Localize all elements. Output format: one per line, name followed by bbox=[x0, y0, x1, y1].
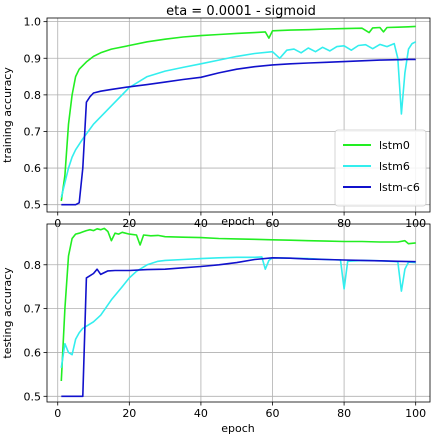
plot-lines bbox=[60, 25, 417, 206]
x-tick-label: 40 bbox=[194, 217, 208, 230]
x-tick-label: 60 bbox=[266, 407, 280, 420]
y-tick-label: 1.0 bbox=[24, 16, 42, 29]
y-axis-label: training accuracy bbox=[1, 67, 14, 163]
x-ticks: 0 20 40 60 80 100 bbox=[54, 402, 426, 420]
legend-label-lstm-c6: lstm-c6 bbox=[379, 181, 420, 194]
series-line-lstm6 bbox=[60, 41, 417, 198]
series-line-lstm-c6 bbox=[61, 58, 416, 206]
y-tick-label: 0.9 bbox=[24, 52, 42, 65]
series-line-lstm-c6 bbox=[61, 257, 416, 398]
testing-accuracy-chart: 0 20 40 60 80 100 0.5 0.6 0.7 0.8 epoch testing … bbox=[1, 223, 431, 435]
x-tick-label: 0 bbox=[54, 217, 61, 230]
chart-title: eta = 0.0001 - sigmoid bbox=[166, 4, 316, 19]
series-line-lstm6 bbox=[60, 256, 416, 368]
x-axis-label: epoch bbox=[221, 422, 255, 435]
y-tick-label: 0.6 bbox=[24, 162, 42, 175]
plot-frame bbox=[46, 17, 431, 213]
x-tick-label: 100 bbox=[405, 407, 426, 420]
y-tick-label: 0.5 bbox=[24, 390, 42, 403]
x-tick-label: 20 bbox=[122, 407, 136, 420]
legend-label-lstm6: lstm6 bbox=[379, 160, 410, 173]
series-line-lstm0 bbox=[60, 227, 416, 382]
x-axis-label: epoch bbox=[221, 215, 255, 228]
x-tick-label: 20 bbox=[122, 217, 136, 230]
plot-lines bbox=[60, 227, 416, 398]
y-ticks: 0.5 0.6 0.7 0.8 bbox=[24, 259, 47, 403]
grid bbox=[47, 18, 430, 212]
legend: lstm0 lstm6 lstm-c6 bbox=[334, 129, 427, 207]
y-tick-label: 0.8 bbox=[24, 259, 42, 272]
x-tick-label: 100 bbox=[405, 217, 426, 230]
training-accuracy-chart: 0 20 40 60 80 100 0.5 0.6 0.7 0.8 0.9 1.0 epoch tr… bbox=[1, 16, 431, 230]
y-ticks: 0.5 0.6 0.7 0.8 0.9 1.0 bbox=[24, 16, 47, 212]
y-axis-label: testing accuracy bbox=[1, 267, 14, 359]
grid bbox=[47, 224, 430, 402]
x-tick-label: 0 bbox=[54, 407, 61, 420]
legend-label-lstm0: lstm0 bbox=[379, 139, 410, 152]
x-tick-label: 40 bbox=[194, 407, 208, 420]
x-ticks: 0 20 40 60 80 100 bbox=[54, 212, 426, 230]
y-tick-label: 0.7 bbox=[24, 303, 42, 316]
y-tick-label: 0.8 bbox=[24, 89, 42, 102]
x-tick-label: 80 bbox=[337, 407, 351, 420]
y-tick-label: 0.5 bbox=[24, 199, 42, 212]
y-tick-label: 0.7 bbox=[24, 125, 42, 138]
x-tick-label: 80 bbox=[337, 217, 351, 230]
plot-frame bbox=[46, 223, 431, 403]
y-tick-label: 0.6 bbox=[24, 346, 42, 359]
series-line-lstm0 bbox=[60, 25, 416, 202]
x-tick-label: 60 bbox=[266, 217, 280, 230]
